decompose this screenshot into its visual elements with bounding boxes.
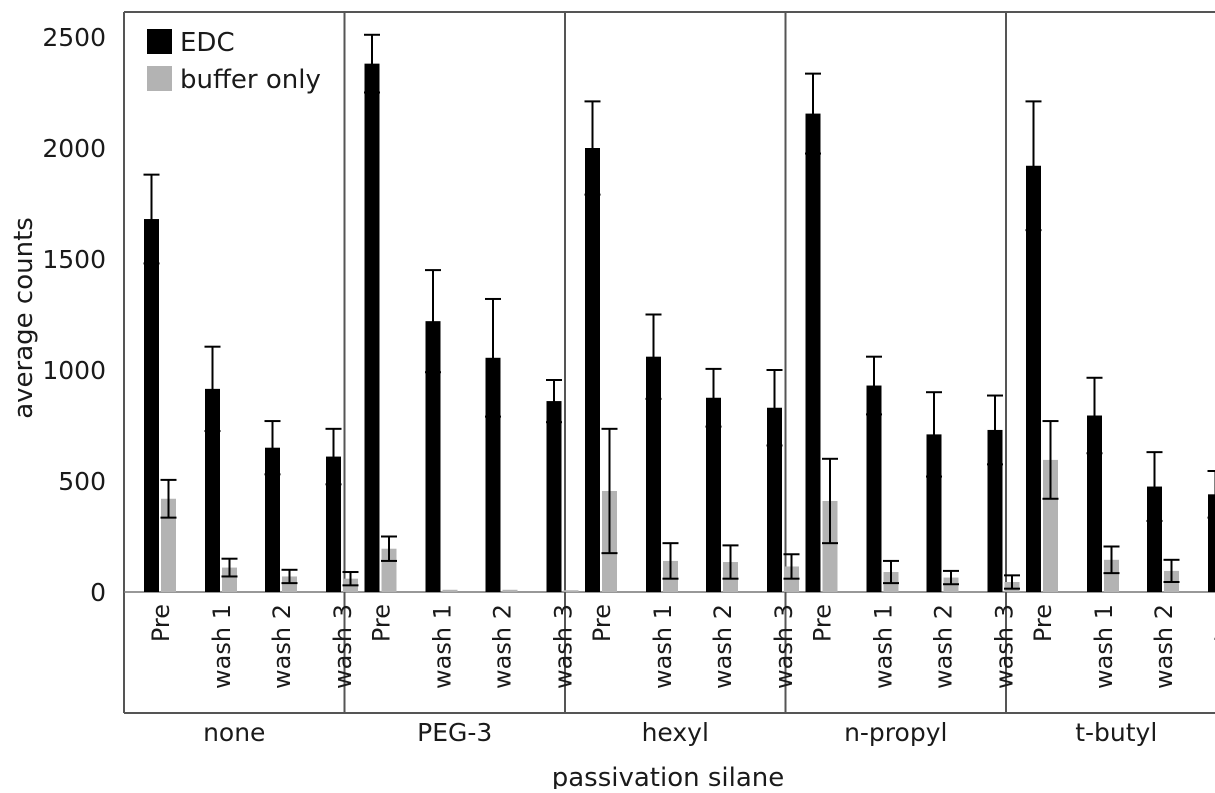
- edc-bar: [144, 219, 159, 592]
- group-label: PEG-3: [417, 718, 492, 747]
- x-category-label: wash 3: [770, 604, 798, 689]
- edc-bar: [585, 148, 600, 592]
- edc-bar: [1208, 494, 1215, 592]
- group-label: n-propyl: [844, 718, 947, 747]
- x-category-label: wash 2: [709, 604, 737, 689]
- x-category-label: Pre: [368, 604, 396, 642]
- x-category-label: wash 1: [429, 604, 457, 689]
- x-category-label: wash 3: [1211, 604, 1215, 689]
- group-label: hexyl: [642, 718, 709, 747]
- x-category-label: wash 3: [550, 604, 578, 689]
- legend-item: buffer only: [147, 65, 321, 95]
- buffer-bar: [503, 590, 518, 592]
- edc-bar: [547, 401, 562, 592]
- x-category-label: wash 2: [268, 604, 296, 689]
- x-category-label: wash 1: [1090, 604, 1118, 689]
- legend-label: buffer only: [180, 65, 321, 95]
- edc-bar: [365, 64, 380, 592]
- buffer-bar: [443, 590, 458, 592]
- x-category-label: wash 3: [329, 604, 357, 689]
- legend-swatch: [147, 29, 172, 54]
- y-axis-title: average counts: [9, 217, 39, 419]
- edc-bar: [806, 114, 821, 592]
- x-category-label: wash 2: [930, 604, 958, 689]
- x-category-label: wash 2: [489, 604, 517, 689]
- x-category-label: wash 3: [991, 604, 1019, 689]
- y-tick-label: 2000: [42, 134, 106, 163]
- x-category-label: wash 1: [208, 604, 236, 689]
- y-tick-label: 2500: [42, 23, 106, 52]
- x-category-label: wash 2: [1150, 604, 1178, 689]
- group-label: t-butyl: [1075, 718, 1157, 747]
- x-category-label: Pre: [1029, 604, 1057, 642]
- y-tick-label: 500: [58, 467, 106, 496]
- buffer-bar: [564, 590, 579, 592]
- x-category-label: wash 1: [870, 604, 898, 689]
- legend-swatch: [147, 66, 172, 91]
- x-category-label: Pre: [809, 604, 837, 642]
- group-label: none: [203, 718, 265, 747]
- x-category-label: Pre: [147, 604, 175, 642]
- edc-bar: [867, 386, 882, 592]
- x-axis-title: passivation silane: [552, 763, 785, 789]
- y-tick-label: 0: [90, 578, 106, 607]
- x-category-label: wash 1: [649, 604, 677, 689]
- legend-item: EDC: [147, 28, 235, 58]
- y-tick-label: 1500: [42, 245, 106, 274]
- legend-label: EDC: [180, 28, 235, 58]
- y-tick-label: 1000: [42, 356, 106, 385]
- x-category-label: Pre: [588, 604, 616, 642]
